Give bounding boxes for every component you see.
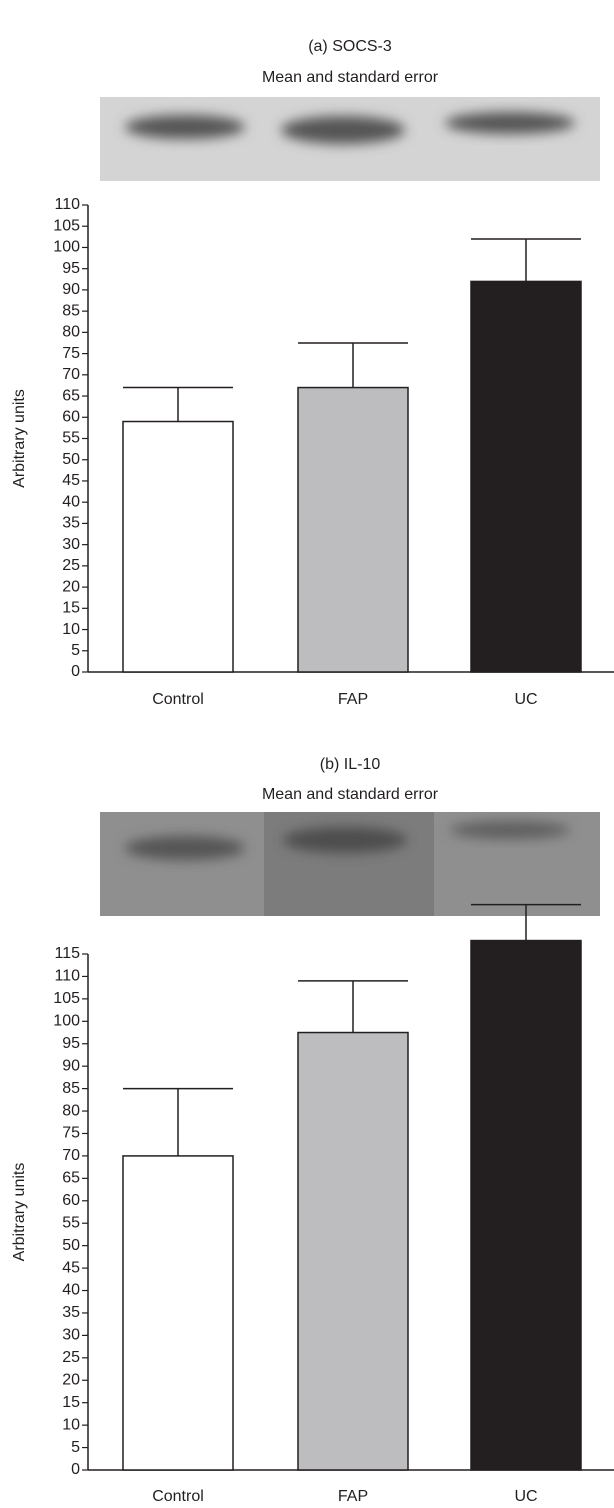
page: (a) SOCS-3 Mean and standard error Arbitra… xyxy=(0,0,614,1508)
y-tick-label: 20 xyxy=(62,578,80,595)
y-tick-label: 10 xyxy=(62,621,80,638)
x-tick-label: Control xyxy=(152,691,204,708)
y-tick-label: 15 xyxy=(62,600,80,617)
y-axis-label: Arbitrary units xyxy=(11,389,28,488)
y-tick-label: 25 xyxy=(62,557,80,574)
chart-subtitle: Mean and standard error xyxy=(262,786,439,803)
x-tick-label: Control xyxy=(152,1488,204,1505)
y-tick-label: 95 xyxy=(62,1035,80,1052)
y-tick-label: 40 xyxy=(62,493,80,510)
y-tick-label: 15 xyxy=(62,1394,80,1411)
y-tick-label: 100 xyxy=(53,1013,80,1030)
y-tick-label: 35 xyxy=(62,515,80,532)
y-tick-label: 5 xyxy=(71,642,80,659)
x-tick-label: FAP xyxy=(338,1488,368,1505)
y-tick-label: 70 xyxy=(62,366,80,383)
bar xyxy=(298,388,408,672)
y-tick-label: 50 xyxy=(62,1237,80,1254)
y-tick-label: 100 xyxy=(53,239,80,256)
y-tick-label: 55 xyxy=(62,1214,80,1231)
y-tick-label: 35 xyxy=(62,1304,80,1321)
y-tick-label: 70 xyxy=(62,1147,80,1164)
y-tick-label: 80 xyxy=(62,324,80,341)
chart-subtitle: Mean and standard error xyxy=(262,69,439,86)
y-tick-label: 85 xyxy=(62,1080,80,1097)
y-tick-label: 75 xyxy=(62,345,80,362)
y-tick-label: 95 xyxy=(62,260,80,277)
y-tick-label: 0 xyxy=(71,1461,80,1478)
y-tick-label: 25 xyxy=(62,1349,80,1366)
chart-title: (b) IL-10 xyxy=(320,756,381,773)
bar xyxy=(471,281,581,672)
blot-b xyxy=(100,812,600,916)
y-tick-label: 40 xyxy=(62,1282,80,1299)
y-tick-label: 55 xyxy=(62,430,80,447)
figure: (a) SOCS-3 Mean and standard error Arbitra… xyxy=(0,0,614,1508)
y-tick-label: 105 xyxy=(53,217,80,234)
chart-title: (a) SOCS-3 xyxy=(308,38,392,55)
y-tick-label: 90 xyxy=(62,281,80,298)
bar xyxy=(123,1156,233,1470)
y-tick-label: 0 xyxy=(71,663,80,680)
y-tick-label: 65 xyxy=(62,387,80,404)
y-tick-label: 5 xyxy=(71,1439,80,1456)
y-tick-label: 10 xyxy=(62,1416,80,1433)
bar xyxy=(298,1033,408,1470)
y-tick-label: 110 xyxy=(54,196,80,213)
y-tick-label: 75 xyxy=(62,1125,80,1142)
y-tick-label: 60 xyxy=(62,408,80,425)
y-tick-label: 115 xyxy=(54,945,80,962)
x-tick-label: UC xyxy=(514,691,537,708)
y-tick-label: 80 xyxy=(62,1102,80,1119)
y-tick-label: 105 xyxy=(53,990,80,1007)
blot-a xyxy=(100,97,600,181)
y-tick-label: 30 xyxy=(62,1327,80,1344)
y-tick-label: 65 xyxy=(62,1170,80,1187)
y-tick-label: 60 xyxy=(62,1192,80,1209)
x-tick-label: UC xyxy=(514,1488,537,1505)
y-tick-label: 50 xyxy=(62,451,80,468)
y-tick-label: 20 xyxy=(62,1371,80,1388)
y-axis-label: Arbitrary units xyxy=(11,1163,28,1262)
bar xyxy=(471,941,581,1470)
y-tick-label: 85 xyxy=(62,302,80,319)
y-tick-label: 90 xyxy=(62,1057,80,1074)
bar xyxy=(123,422,233,672)
y-tick-label: 45 xyxy=(62,1259,80,1276)
y-tick-label: 110 xyxy=(54,968,80,985)
y-tick-label: 30 xyxy=(62,536,80,553)
y-tick-label: 45 xyxy=(62,472,80,489)
x-tick-label: FAP xyxy=(338,691,368,708)
